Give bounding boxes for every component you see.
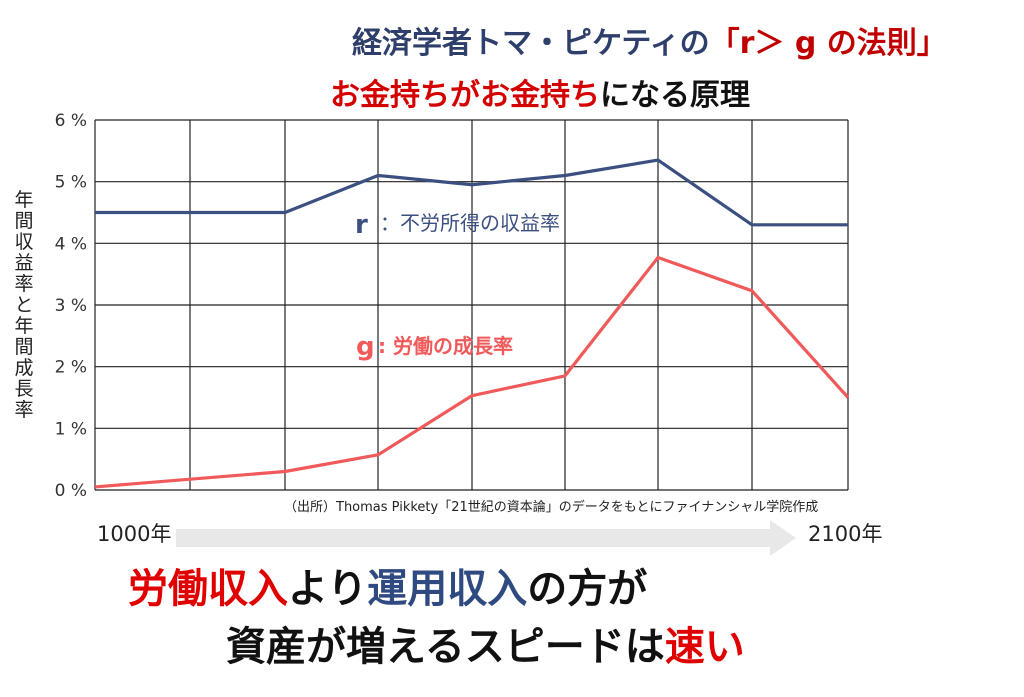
x-axis-start-label: 1000年 bbox=[97, 522, 172, 546]
timeline-arrow-shaft bbox=[176, 529, 772, 547]
source-note: （出所）Thomas Pikkety「21世紀の資本論」のデータをもとにファイナ… bbox=[284, 500, 819, 515]
y-tick-label: 4 % bbox=[55, 234, 87, 254]
conclusion-speed-text: 資産が増えるスピードは bbox=[226, 624, 665, 670]
y-tick-label: 2 % bbox=[55, 358, 87, 378]
series-label-r-text: ：不労所得の収益率 bbox=[380, 211, 560, 235]
conclusion-fast: 速い bbox=[664, 624, 745, 670]
series-label-r-letter: r bbox=[355, 210, 368, 240]
conclusion-connector-1: より bbox=[288, 566, 368, 612]
y-tick-label: 6 % bbox=[55, 111, 87, 131]
title-main: 経済学者トマ・ピケティの bbox=[352, 26, 710, 61]
conclusion-labor-income: 労働収入 bbox=[128, 566, 288, 612]
y-tick-label: 3 % bbox=[55, 296, 87, 316]
conclusion-line-2: 資産が増えるスピードは速い bbox=[226, 614, 745, 672]
conclusion-investment-income: 運用収入 bbox=[367, 566, 528, 612]
title-line-2: お金持ちがお金持ちになる原理 bbox=[330, 70, 750, 114]
conclusion-connector-2: の方が bbox=[527, 566, 648, 612]
title-line-1: 経済学者トマ・ピケティの「r＞ g の法則」 bbox=[352, 18, 947, 62]
series-line-r bbox=[95, 158, 848, 227]
y-axis-label: 年間収益率と年間成長率 bbox=[14, 189, 34, 421]
y-tick-label: 0 % bbox=[55, 481, 87, 501]
conclusion-line-1: 労働収入より運用収入の方が bbox=[128, 556, 647, 614]
series-line-g bbox=[94, 255, 850, 489]
series-label-g-letter: g bbox=[356, 332, 375, 362]
title-red-part: お金持ちがお金持ち bbox=[330, 78, 600, 113]
y-tick-label: 5 % bbox=[55, 173, 87, 193]
series-label-g-text: : 労働の成長率 bbox=[378, 334, 513, 358]
y-tick-label: 1 % bbox=[55, 419, 87, 439]
timeline-arrow-head-icon bbox=[770, 520, 796, 556]
title-rest-part: になる原理 bbox=[600, 78, 750, 113]
x-axis-end-label: 2100年 bbox=[808, 522, 883, 546]
title-highlight: 「r＞ g の法則」 bbox=[709, 26, 947, 61]
